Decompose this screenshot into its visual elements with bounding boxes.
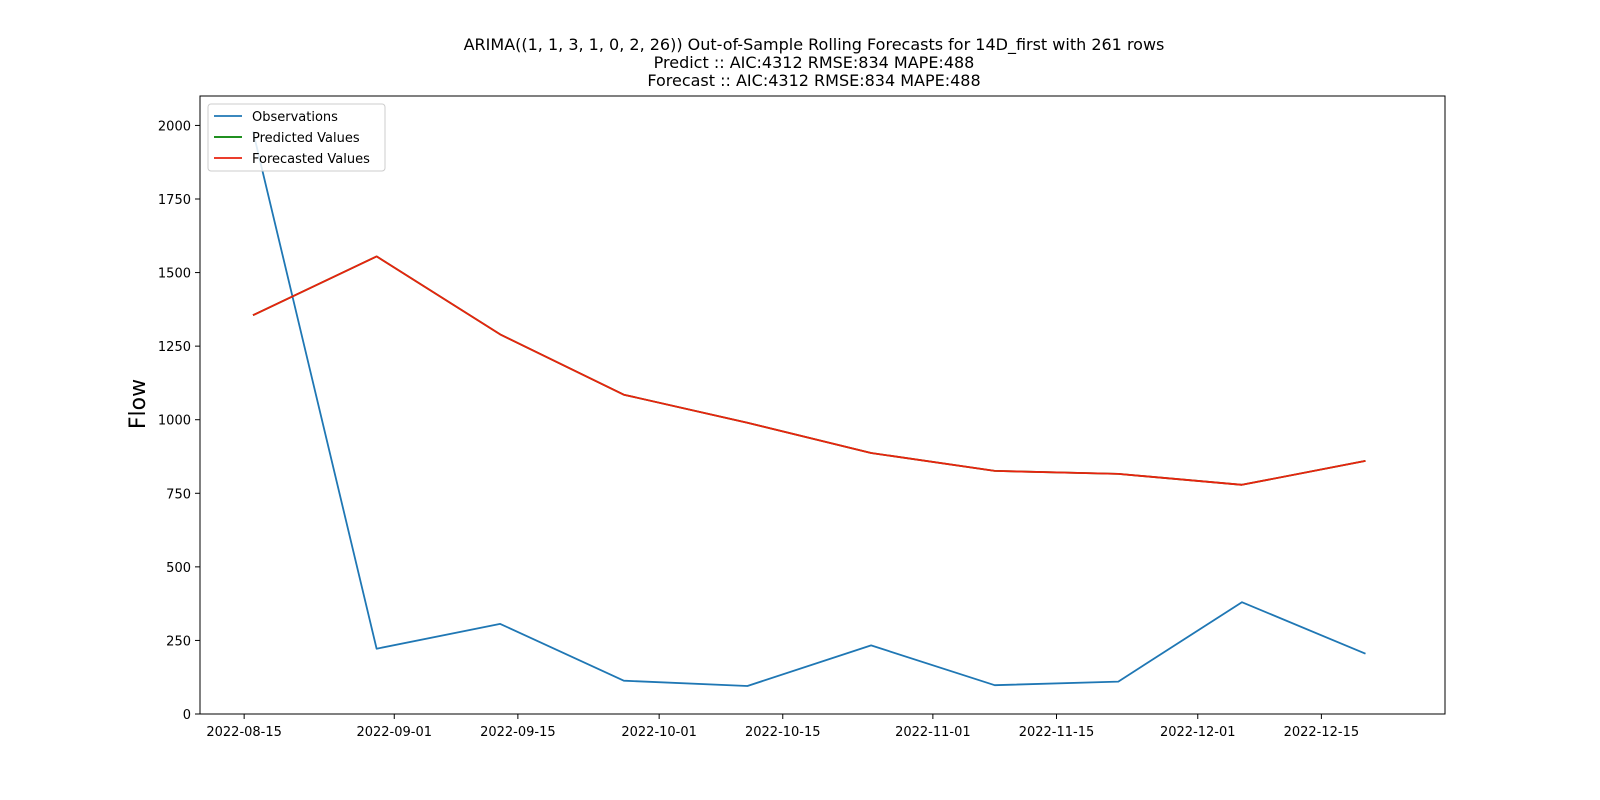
y-axis-ticks: 0 250 500 750 1000 1250 1500 1750 2000 [158,119,200,723]
y-tick-label: 250 [166,634,191,649]
series-line-2 [252,255,1366,486]
chart-title-line-2: Predict :: AIC:4312 RMSE:834 MAPE:488 [654,53,975,72]
x-tick-label: 2022-08-15 [206,725,282,740]
chart-title-line-1: ARIMA((1, 1, 3, 1, 0, 2, 26)) Out-of-Sam… [464,35,1165,55]
series-layer [252,131,1366,687]
y-tick-label: 1000 [158,414,191,429]
chart-title-line-3: Forecast :: AIC:4312 RMSE:834 MAPE:488 [647,71,980,90]
legend-label: Forecasted Values [252,152,370,167]
x-tick-label: 2022-11-01 [895,725,971,740]
y-tick-label: 1750 [158,193,191,208]
y-tick-label: 750 [166,487,191,502]
y-tick-label: 0 [183,708,191,723]
legend: Observations Predicted Values Forecasted V… [207,103,386,172]
y-axis-label: Flow [126,379,151,429]
x-tick-label: 2022-09-01 [356,725,432,740]
x-tick-label: 2022-09-15 [480,725,556,740]
legend-box [207,103,386,172]
x-axis-ticks: 2022-08-15 2022-09-01 2022-09-15 2022-10-01… [206,714,1359,740]
legend-label: Observations [252,110,338,125]
plot-area-frame [199,95,1446,715]
y-tick-label: 1500 [158,267,191,282]
legend-label: Predicted Values [252,131,360,146]
y-tick-label: 1250 [158,340,191,355]
x-tick-label: 2022-11-15 [1019,725,1095,740]
x-tick-label: 2022-10-01 [621,725,697,740]
series-line-0 [252,131,1366,687]
x-tick-label: 2022-12-01 [1160,725,1236,740]
x-tick-label: 2022-10-15 [745,725,821,740]
y-tick-label: 500 [166,561,191,576]
y-tick-label: 2000 [158,119,191,134]
x-tick-label: 2022-12-15 [1284,725,1360,740]
